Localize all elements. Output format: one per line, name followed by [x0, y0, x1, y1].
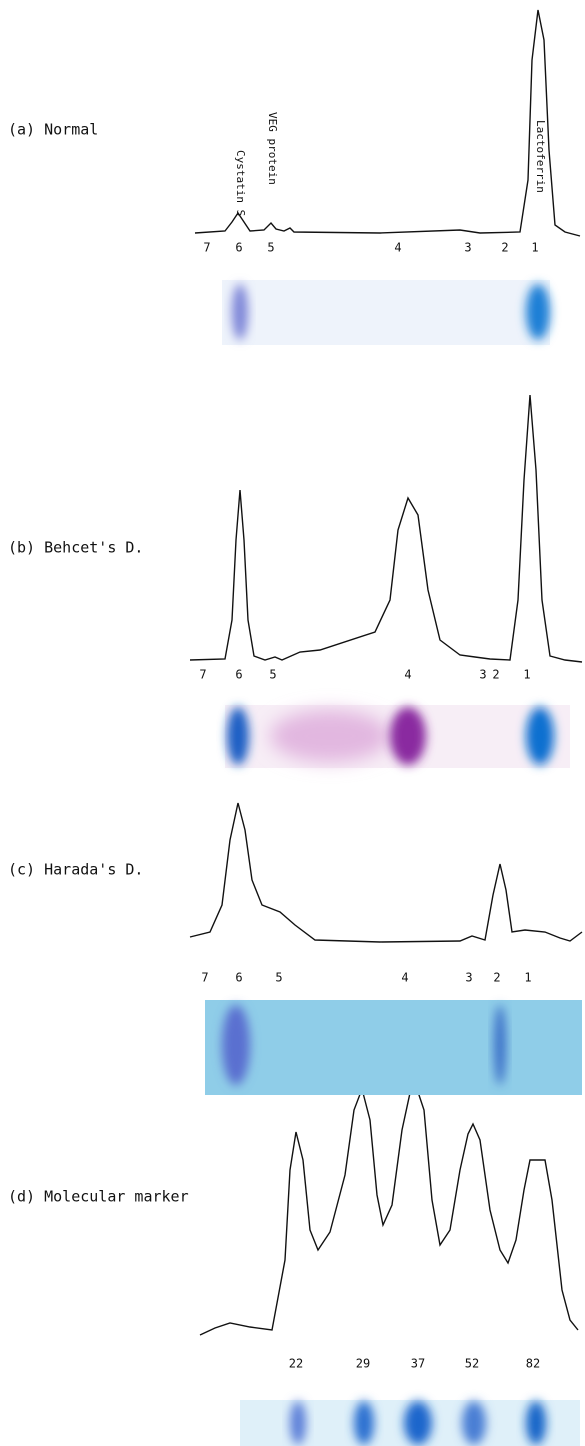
gel-b	[225, 705, 570, 768]
lane-label: 3	[465, 971, 472, 985]
band	[390, 707, 426, 765]
trace-b	[190, 395, 582, 662]
gel-bg	[222, 280, 550, 345]
gel-c	[205, 1000, 582, 1095]
panel-label: (d) Molecular marker	[8, 1188, 189, 1206]
lane-label: 3	[464, 241, 471, 255]
gel-d	[240, 1400, 580, 1446]
band	[526, 707, 554, 765]
band	[526, 1401, 546, 1445]
band	[526, 284, 550, 340]
lane-label: 1	[531, 241, 538, 255]
lane-label: 7	[203, 241, 210, 255]
lane-label: 2	[493, 971, 500, 985]
lane-label: 22	[289, 1357, 303, 1371]
band	[232, 284, 248, 340]
lane-label: 5	[275, 971, 282, 985]
lane-label: 6	[235, 971, 242, 985]
lane-label: 2	[492, 668, 499, 682]
lane-label: 4	[401, 971, 408, 985]
band	[494, 1005, 506, 1085]
band	[290, 1401, 306, 1445]
lane-label: 4	[404, 668, 411, 682]
peak-label: VEG protein	[266, 112, 279, 185]
band	[462, 1401, 486, 1445]
lane-label: 3	[479, 668, 486, 682]
lane-label: 6	[235, 668, 242, 682]
lane-label: 4	[394, 241, 401, 255]
gel-a	[222, 280, 550, 345]
lane-label: 1	[524, 971, 531, 985]
lane-label: 52	[465, 1357, 479, 1371]
lane-label: 1	[523, 668, 530, 682]
band	[354, 1401, 374, 1445]
lane-label: 82	[526, 1357, 540, 1371]
band	[270, 710, 390, 762]
lane-label: 29	[356, 1357, 370, 1371]
lane-label: 5	[269, 668, 276, 682]
lane-label: 37	[411, 1357, 425, 1371]
lane-label: 7	[201, 971, 208, 985]
lane-label: 5	[267, 241, 274, 255]
band	[404, 1401, 432, 1445]
peak-label: Lactoferrin	[534, 120, 547, 193]
lane-label: 2	[501, 241, 508, 255]
peak-label: Cystatin S	[234, 150, 247, 216]
figure: (a) Normal7654321Cystatin SVEG proteinLa…	[0, 0, 585, 1446]
panel-label: (b) Behcet's D.	[8, 539, 143, 557]
trace-a	[195, 10, 580, 236]
band	[222, 1005, 250, 1085]
trace-d	[200, 1086, 578, 1335]
panel-label: (a) Normal	[8, 121, 98, 139]
band	[227, 707, 249, 765]
lane-label: 6	[235, 241, 242, 255]
trace-c	[190, 803, 582, 942]
panel-label: (c) Harada's D.	[8, 861, 143, 879]
gel-bg	[205, 1000, 582, 1095]
lane-label: 7	[199, 668, 206, 682]
